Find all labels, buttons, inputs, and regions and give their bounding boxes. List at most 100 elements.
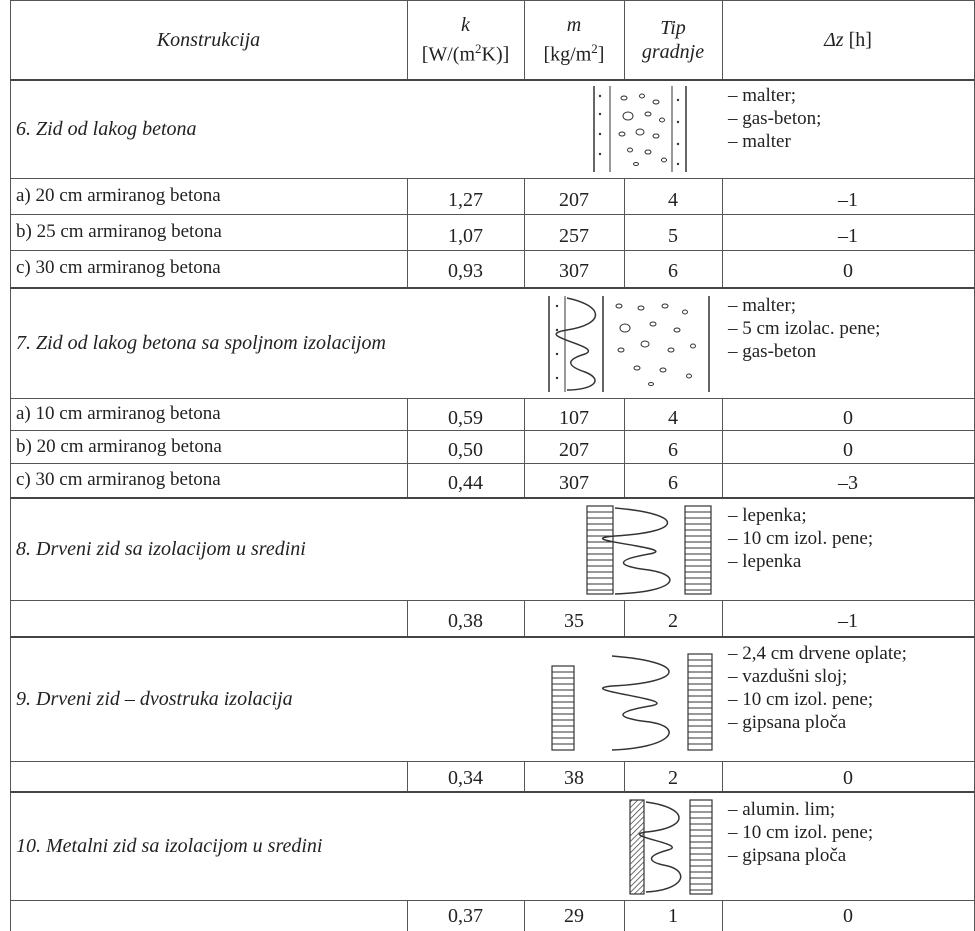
cell-k: 0,44 xyxy=(448,471,483,494)
row-sep xyxy=(10,250,975,251)
header-k-unit: [W/(m2K)] xyxy=(421,41,510,66)
row-sep xyxy=(10,178,975,179)
row-sep xyxy=(10,497,975,499)
material-item: – gipsana ploča xyxy=(728,712,847,733)
cell-type: 6 xyxy=(668,259,678,282)
wall-section-diagram xyxy=(551,653,713,751)
col-sep xyxy=(624,178,625,287)
row-label: c) 30 cm armiranog betona xyxy=(16,469,221,490)
col-sep xyxy=(407,900,408,931)
cell-k: 0,93 xyxy=(448,259,483,282)
col-sep xyxy=(524,398,525,497)
material-item: – 5 cm izolac. pene; xyxy=(728,318,881,339)
left-border xyxy=(10,0,11,931)
cell-dz: 0 xyxy=(843,406,853,429)
material-item: – malter; xyxy=(728,85,797,106)
col-sep xyxy=(624,761,625,791)
cell-type: 5 xyxy=(668,224,678,247)
header-m-symbol: m xyxy=(566,14,582,37)
cell-dz: 0 xyxy=(843,439,853,461)
col-sep xyxy=(407,0,408,79)
row-label xyxy=(10,761,407,791)
wall-section-diagram xyxy=(548,296,710,392)
cell-m: 29 xyxy=(564,905,584,927)
cell-m: 207 xyxy=(559,439,589,461)
col-sep xyxy=(722,398,723,497)
cell-m: 107 xyxy=(559,406,589,429)
header-k: k [W/(m2K)] xyxy=(407,4,524,76)
col-sep xyxy=(407,178,408,287)
wall-section-diagram xyxy=(586,505,712,595)
col-sep xyxy=(722,600,723,636)
row-sep xyxy=(10,287,975,289)
cell-k: 0,37 xyxy=(448,905,483,927)
row-label xyxy=(10,900,407,931)
col-sep xyxy=(722,900,723,931)
row-sep xyxy=(10,761,975,762)
row-sep xyxy=(10,900,975,901)
material-item: – gipsana ploča xyxy=(728,845,847,866)
material-item: – 10 cm izol. pene; xyxy=(728,689,874,710)
material-list: – 2,4 cm drvene oplate; – vazdušni sloj;… xyxy=(722,642,974,760)
cell-type: 6 xyxy=(668,439,678,461)
col-sep xyxy=(524,600,525,636)
wall-section-diagram xyxy=(629,799,713,895)
cell-m: 35 xyxy=(564,609,584,632)
header-m: m [kg/m2] xyxy=(524,4,624,76)
col-sep xyxy=(524,761,525,791)
header-type: Tip gradnje xyxy=(624,4,722,76)
col-sep xyxy=(624,600,625,636)
col-sep xyxy=(722,761,723,791)
row-sep xyxy=(10,430,975,431)
row-sep xyxy=(10,791,975,793)
material-item: – lepenka; xyxy=(728,505,807,526)
wall-section-diagram xyxy=(593,86,687,172)
col-sep xyxy=(624,398,625,497)
row-sep xyxy=(10,600,975,601)
group-title: 6. Zid od lakog betona xyxy=(16,117,197,140)
material-item: – lepenka xyxy=(728,551,802,572)
col-sep xyxy=(524,178,525,287)
cell-dz: –1 xyxy=(838,609,858,632)
group-title: 10. Metalni zid sa izolacijom u sredini xyxy=(16,835,323,857)
material-item: – malter; xyxy=(728,295,797,316)
row-label: b) 20 cm armiranog betona xyxy=(16,435,222,457)
cell-type: 4 xyxy=(668,406,678,429)
material-item: – gas-beton; xyxy=(728,108,822,129)
header-type-line2: gradnje xyxy=(641,41,705,63)
row-sep xyxy=(10,463,975,464)
cell-k: 0,59 xyxy=(448,406,483,429)
cell-k: 0,34 xyxy=(448,766,483,789)
material-item: – 10 cm izol. pene; xyxy=(728,822,874,843)
col-sep xyxy=(407,761,408,791)
row-sep xyxy=(10,0,975,1)
material-item: – gas-beton xyxy=(728,341,817,362)
row-sep xyxy=(10,214,975,215)
col-sep xyxy=(407,398,408,497)
header-dz: Δz [h] xyxy=(824,28,872,51)
material-item: – vazdušni sloj; xyxy=(728,666,848,687)
header-type-line1: Tip xyxy=(660,17,686,39)
material-item: – alumin. lim; xyxy=(728,799,836,820)
row-sep xyxy=(10,398,975,399)
header-m-unit: [kg/m2] xyxy=(543,41,605,66)
col-sep xyxy=(407,600,408,636)
cell-m: 38 xyxy=(564,766,584,789)
material-item: – 2,4 cm drvene oplate; xyxy=(728,643,907,664)
cell-type: 6 xyxy=(668,471,678,494)
material-list: – lepenka; – 10 cm izol. pene; – lepenka xyxy=(722,504,974,596)
col-sep xyxy=(624,900,625,931)
cell-m: 257 xyxy=(559,224,589,247)
cell-dz: –1 xyxy=(838,224,858,247)
row-label xyxy=(10,600,407,636)
group-title: 9. Drveni zid – dvostruka izolacija xyxy=(16,688,293,710)
cell-k: 1,27 xyxy=(448,188,483,211)
cell-type: 2 xyxy=(668,766,678,789)
group-title: 7. Zid od lakog betona sa spoljnom izola… xyxy=(16,332,386,354)
col-sep xyxy=(722,178,723,287)
group-title: 8. Drveni zid sa izolacijom u sredini xyxy=(16,538,306,560)
material-list: – alumin. lim; – 10 cm izol. pene; – gip… xyxy=(722,798,974,896)
cell-dz: 0 xyxy=(843,766,853,789)
cell-k: 1,07 xyxy=(448,224,483,247)
